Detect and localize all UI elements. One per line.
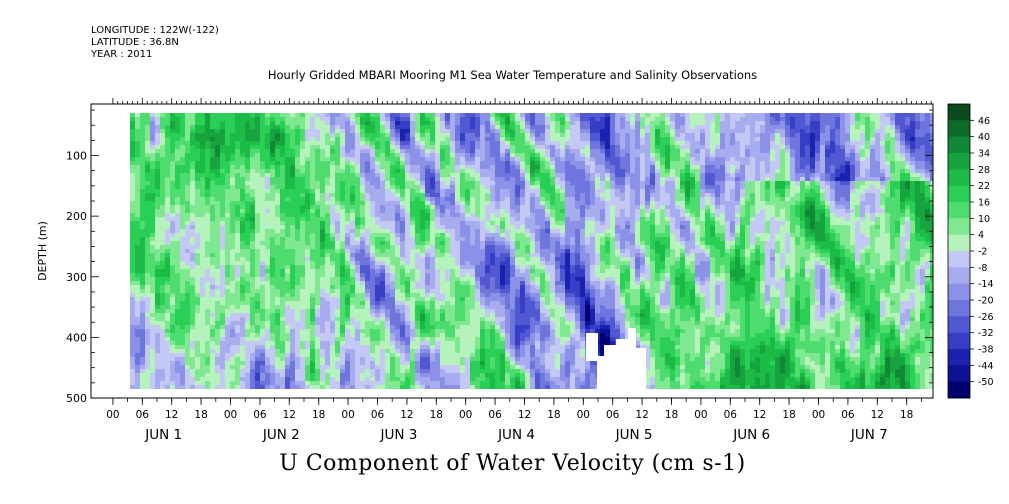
x-tick-label: 06 bbox=[136, 409, 150, 421]
colorbar-label: 4 bbox=[978, 230, 984, 241]
x-tick-label: 12 bbox=[753, 409, 766, 421]
colorbar-swatch bbox=[948, 332, 970, 350]
y-tick-label: 400 bbox=[66, 331, 87, 344]
velocity-field bbox=[130, 113, 933, 389]
x-tick-label: 00 bbox=[694, 409, 707, 421]
x-tick-label: 12 bbox=[871, 409, 884, 421]
colorbar-swatch bbox=[948, 251, 970, 268]
colorbar-swatch bbox=[948, 267, 970, 285]
colorbar-swatch bbox=[948, 169, 970, 187]
colorbar: 46 40 34 28 22 16 10 4 -2 -8 -14 -20 -26 -32 -38 -44 -50 bbox=[947, 103, 994, 399]
day-label: JUN 6 bbox=[732, 427, 770, 443]
x-tick-label: 18 bbox=[430, 409, 443, 421]
colorbar-label: 34 bbox=[978, 149, 990, 160]
x-tick-label: 00 bbox=[577, 409, 590, 421]
x-tick-label: 12 bbox=[635, 409, 648, 421]
colorbar-label: -20 bbox=[978, 296, 994, 307]
x-tick-label: 06 bbox=[724, 409, 738, 421]
day-label: JUN 5 bbox=[615, 427, 653, 443]
day-label: JUN 4 bbox=[497, 427, 535, 443]
x-tick-label: 00 bbox=[459, 409, 472, 421]
colorbar-label: 16 bbox=[978, 198, 990, 209]
x-tick-label: 06 bbox=[488, 409, 502, 421]
y-tick-label: 300 bbox=[66, 271, 87, 284]
colorbar-label: 40 bbox=[978, 132, 990, 143]
colorbar-label: -32 bbox=[978, 328, 994, 339]
colorbar-label: -2 bbox=[978, 247, 987, 258]
colorbar-swatch bbox=[948, 316, 970, 334]
x-tick-label: 18 bbox=[665, 409, 678, 421]
colorbar-swatch bbox=[948, 300, 970, 317]
x-tick-label: 12 bbox=[518, 409, 531, 421]
colorbar-label: -50 bbox=[978, 377, 994, 388]
x-tick-label: 06 bbox=[253, 409, 267, 421]
x-tick-label: 18 bbox=[900, 409, 913, 421]
x-tick-label: 00 bbox=[106, 409, 119, 421]
x-tick-label: 06 bbox=[606, 409, 620, 421]
x-tick-label: 12 bbox=[165, 409, 178, 421]
colorbar-swatch bbox=[948, 120, 970, 138]
colorbar-label: -26 bbox=[978, 312, 994, 323]
colorbar-label: -8 bbox=[978, 263, 987, 274]
year-label: YEAR : 2011 bbox=[91, 49, 153, 60]
colorbar-swatch bbox=[948, 381, 970, 399]
chart-title: Hourly Gridded MBARI Mooring M1 Sea Wate… bbox=[267, 68, 758, 82]
colorbar-swatch bbox=[948, 283, 970, 301]
colorbar-label: 28 bbox=[978, 165, 990, 176]
x-tick-label: 18 bbox=[194, 409, 207, 421]
longitude-label: LONGITUDE : 122W(-122) bbox=[91, 25, 219, 36]
colorbar-swatch bbox=[948, 365, 970, 383]
colorbar-label: -14 bbox=[978, 279, 994, 290]
colorbar-swatch bbox=[948, 202, 970, 219]
day-label: JUN 7 bbox=[850, 427, 888, 443]
x-tick-label: 00 bbox=[224, 409, 237, 421]
x-tick-label: 12 bbox=[400, 409, 413, 421]
x-tick-label: 18 bbox=[312, 409, 325, 421]
x-tick-label: 00 bbox=[812, 409, 825, 421]
y-axis-label: DEPTH (m) bbox=[36, 221, 49, 281]
colorbar-label: 22 bbox=[978, 181, 990, 192]
colorbar-label: 10 bbox=[978, 214, 990, 225]
day-label: JUN 3 bbox=[379, 427, 417, 443]
colorbar-label: -44 bbox=[978, 361, 994, 372]
y-tick-label: 200 bbox=[66, 210, 87, 223]
colorbar-swatch bbox=[948, 349, 970, 366]
y-tick-label: 100 bbox=[66, 150, 87, 163]
x-tick-label: 00 bbox=[341, 409, 354, 421]
x-tick-label: 06 bbox=[371, 409, 385, 421]
colorbar-label: 46 bbox=[978, 116, 990, 127]
latitude-label: LATITUDE : 36.8N bbox=[91, 37, 179, 48]
colorbar-swatch bbox=[948, 153, 970, 170]
day-label: JUN 2 bbox=[262, 427, 300, 443]
x-tick-label: 12 bbox=[283, 409, 296, 421]
day-label: JUN 1 bbox=[144, 427, 182, 443]
y-tick-label: 500 bbox=[66, 392, 87, 405]
colorbar-swatch bbox=[948, 185, 970, 203]
colorbar-swatch bbox=[948, 234, 970, 252]
colorbar-swatch bbox=[948, 136, 970, 154]
colorbar-swatch bbox=[948, 104, 970, 121]
colorbar-swatch bbox=[948, 218, 970, 236]
axes: 00 06 12 18 00 06 12 18 00 06 12 18 00 06 12 18 00 06 12 18… bbox=[66, 98, 933, 443]
colorbar-label: -38 bbox=[978, 345, 994, 356]
x-tick-label: 18 bbox=[547, 409, 560, 421]
x-tick-label: 18 bbox=[782, 409, 795, 421]
variable-title: U Component of Water Velocity (cm s-1) bbox=[279, 451, 746, 476]
plot-frame bbox=[90, 103, 934, 399]
x-tick-label: 06 bbox=[841, 409, 855, 421]
